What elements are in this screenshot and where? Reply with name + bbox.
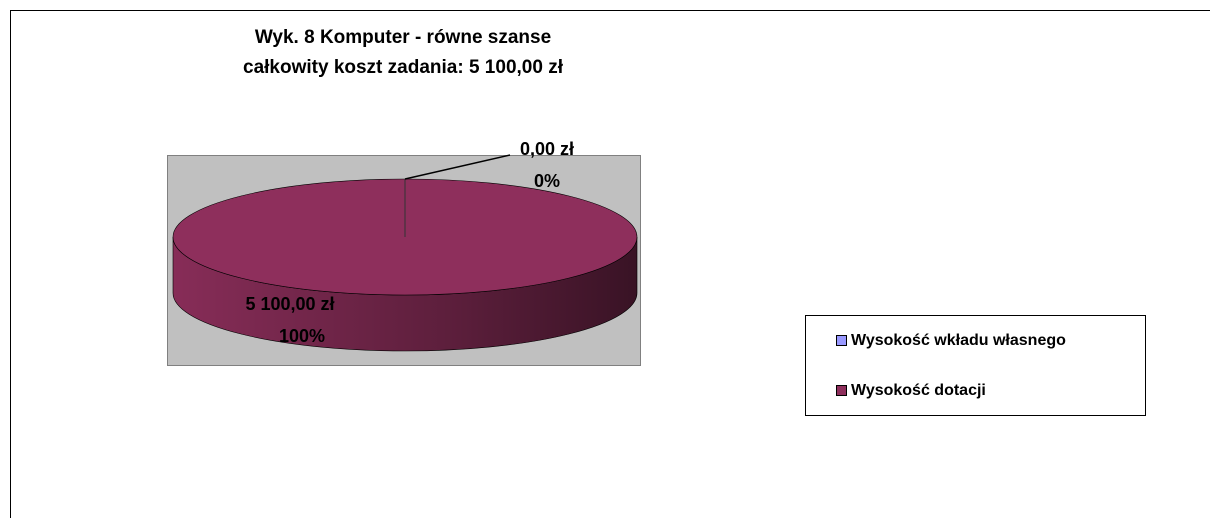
data-label: 0,00 zł (520, 139, 574, 159)
chart-frame (10, 10, 1210, 518)
data-label: 5 100,00 zł (245, 294, 334, 314)
chart-subtitle: całkowity koszt zadania: 5 100,00 zł (243, 57, 564, 78)
legend-label: Wysokość dotacji (851, 382, 986, 399)
chart-title: Wyk. 8 Komputer - równe szanse (255, 27, 551, 48)
side-shade (173, 237, 637, 351)
legend-swatch (836, 335, 847, 346)
percent-label: 0% (534, 171, 560, 191)
leader-line (404, 154, 511, 180)
legend-swatch (836, 385, 847, 396)
legend-label: Wysokość wkładu własnego (851, 332, 1066, 349)
legend (805, 315, 1146, 416)
percent-label: 100% (279, 326, 325, 346)
